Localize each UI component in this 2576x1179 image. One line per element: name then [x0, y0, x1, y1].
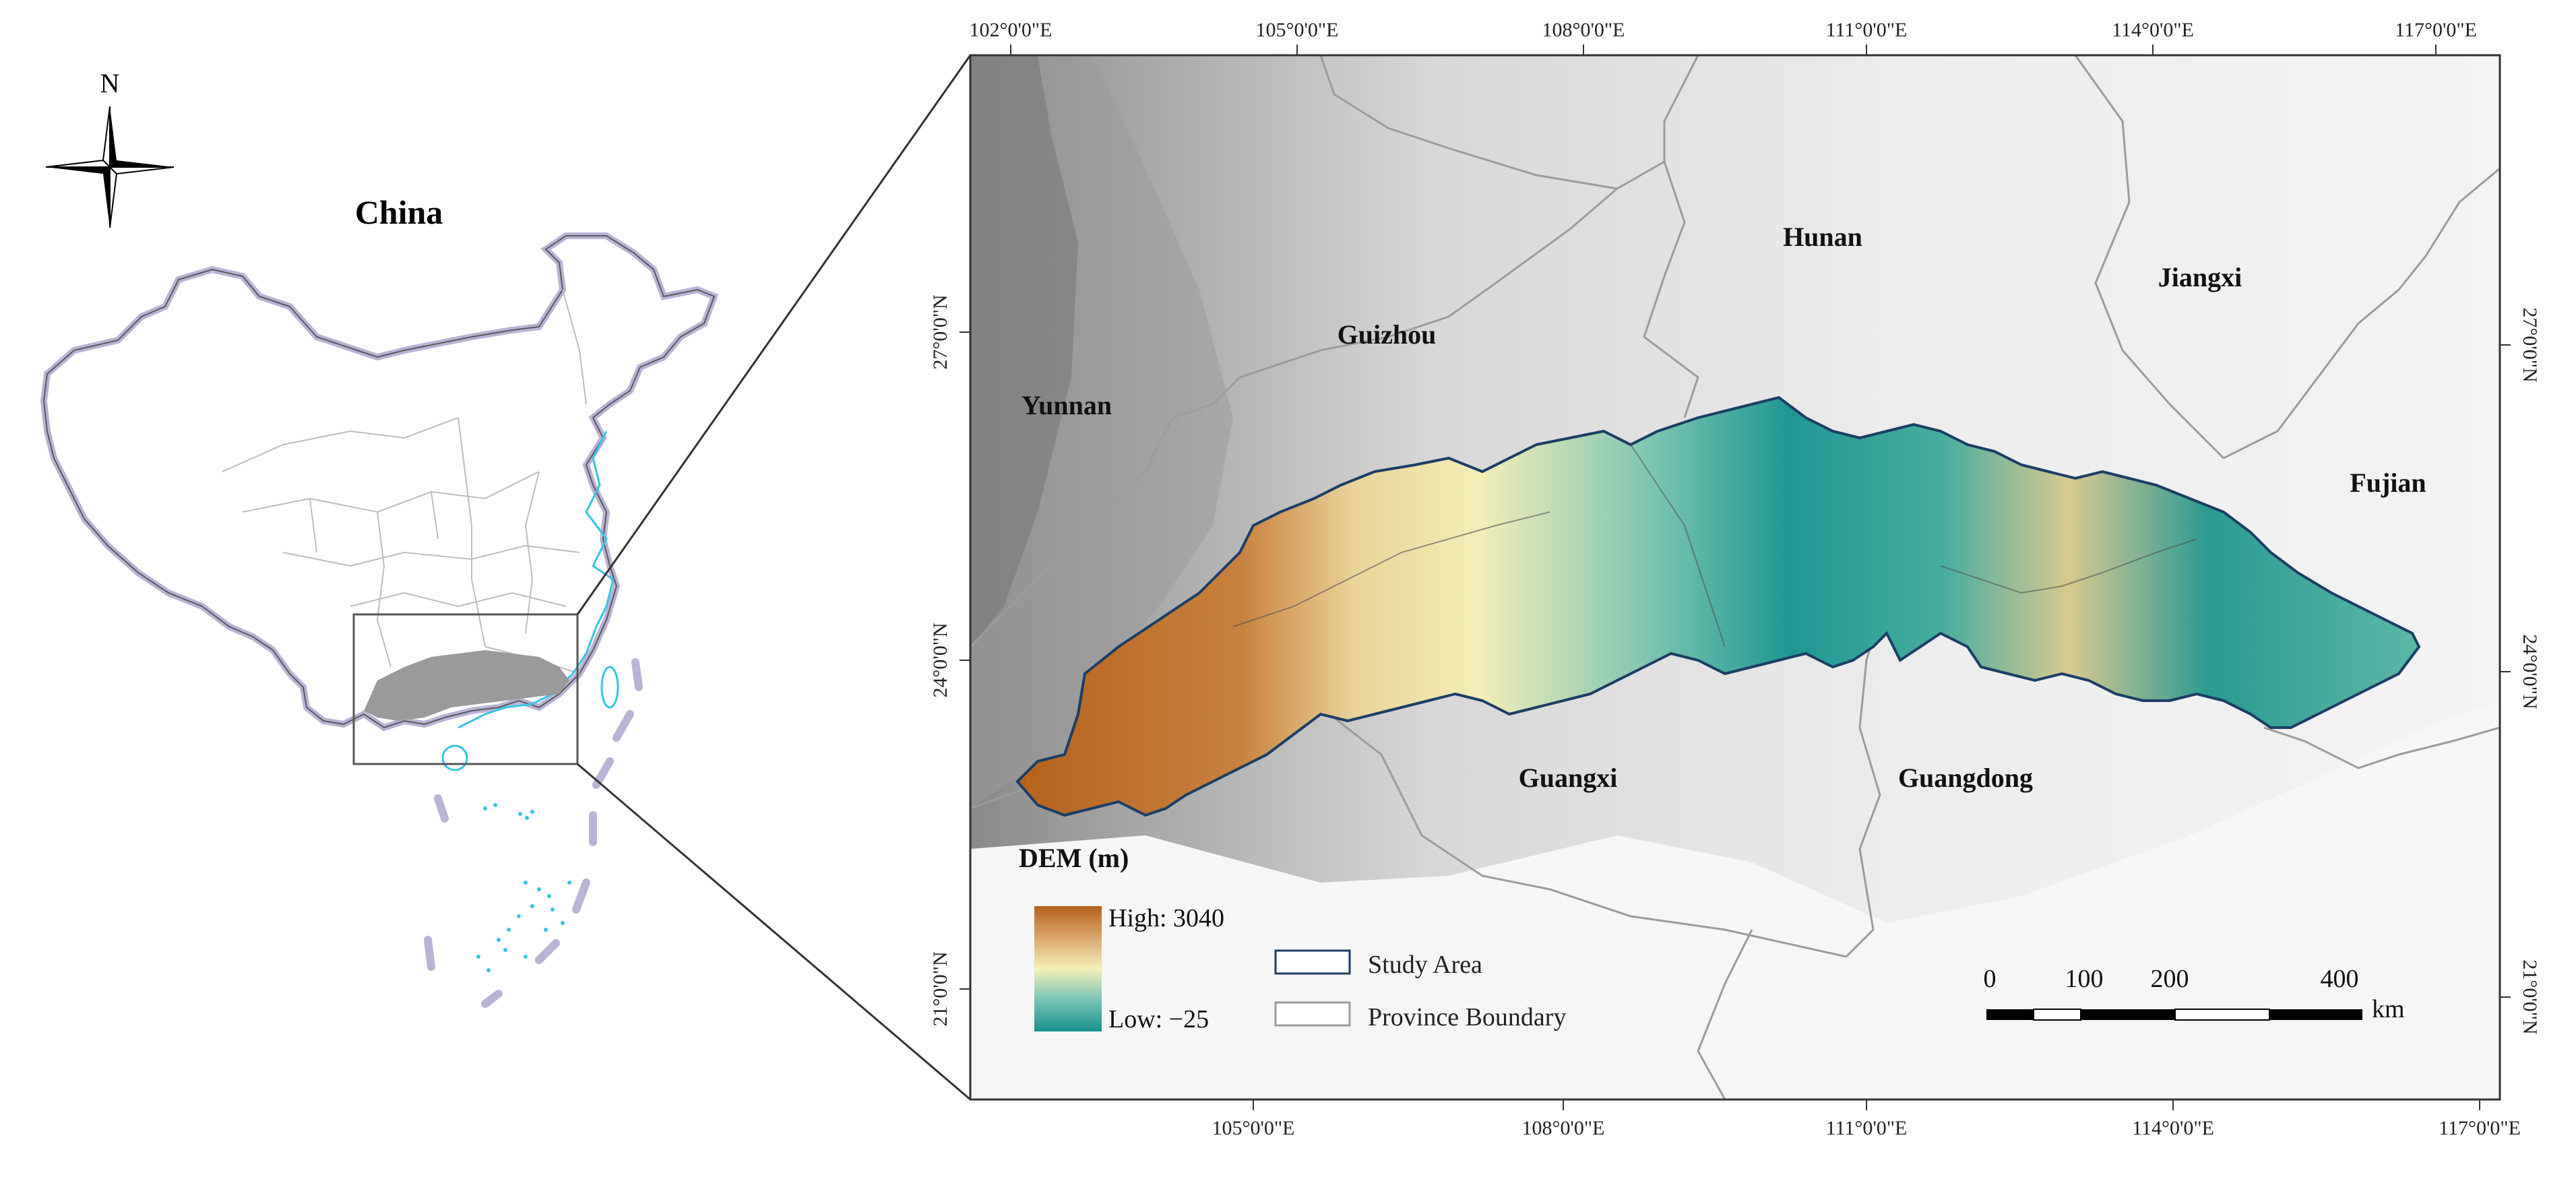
study-area-inner-lines: [1232, 444, 2197, 647]
map-frame: [969, 54, 2501, 1101]
left-tick-labels: 27°0'0"N 24°0'0"N 21°0'0"N: [929, 294, 951, 1026]
province-label-fujian: Fujian: [2350, 468, 2426, 498]
province-boundaries: [970, 55, 2500, 1100]
scale-label-100: 100: [2065, 965, 2104, 993]
left-tick-label: 27°0'0"N: [929, 294, 951, 369]
province-label-hunan: Hunan: [1783, 222, 1862, 252]
bottom-tick-label: 117°0'0"E: [2439, 1117, 2521, 1139]
province-label-jiangxi: Jiangxi: [2158, 262, 2242, 292]
top-tick-label: 102°0'0"E: [970, 19, 1053, 41]
scale-unit: km: [2372, 995, 2405, 1023]
graticule-ticks: [960, 44, 2511, 1110]
bottom-tick-label: 108°0'0"E: [1522, 1117, 1605, 1139]
overview-panel: N China: [40, 55, 972, 1101]
bottom-tick-label: 111°0'0"E: [1826, 1117, 1908, 1139]
province-boundary-swatch: [1274, 1001, 1351, 1027]
south-sea-dashes: [424, 658, 643, 1008]
legend-title: DEM (m): [1019, 843, 1129, 873]
overview-study-area: [364, 650, 569, 721]
north-label: N: [100, 68, 120, 98]
top-tick-label: 105°0'0"E: [1256, 19, 1339, 41]
top-tick-label: 117°0'0"E: [2395, 19, 2477, 41]
top-tick-label: 111°0'0"E: [1826, 19, 1908, 41]
country-label: China: [355, 193, 443, 231]
legend: DEM (m) High: 3040 Low: −25 Study Area P…: [1019, 843, 1566, 1033]
legend-low: Low: −25: [1108, 1005, 1209, 1033]
top-tick-label: 108°0'0"E: [1542, 19, 1625, 41]
dem-color-ramp: [1034, 906, 1102, 1031]
bottom-tick-labels: 105°0'0"E 108°0'0"E 111°0'0"E 114°0'0"E …: [1212, 1117, 2521, 1139]
top-tick-labels: 102°0'0"E 105°0'0"E 108°0'0"E 111°0'0"E …: [970, 19, 2477, 41]
north-arrow-icon: [45, 106, 175, 228]
south-sea-islands: [476, 803, 571, 972]
connector-top: [576, 55, 972, 615]
scale-label-400: 400: [2321, 965, 2359, 993]
connector-bottom: [577, 763, 971, 1101]
right-tick-labels: 27°0'0"N 24°0'0"N 21°0'0"N: [2519, 307, 2541, 1034]
main-map: 102°0'0"E 105°0'0"E 108°0'0"E 111°0'0"E …: [929, 19, 2541, 1139]
bottom-tick-label: 105°0'0"E: [1212, 1117, 1295, 1139]
study-area-swatch: [1274, 949, 1351, 975]
right-tick-label: 24°0'0"N: [2519, 634, 2541, 709]
china-province-lines: [222, 289, 587, 674]
legend-study-area: Study Area: [1368, 951, 1482, 979]
legend-province-boundary: Province Boundary: [1368, 1003, 1566, 1031]
study-area-dem: [1015, 395, 2421, 817]
province-label-yunnan: Yunnan: [1022, 390, 1112, 420]
scale-label-200: 200: [2151, 965, 2189, 993]
province-labels: Yunnan Guizhou Hunan Jiangxi Fujian Guan…: [1022, 222, 2426, 793]
left-tick-label: 21°0'0"N: [929, 951, 951, 1026]
scale-label-0: 0: [1984, 965, 1997, 993]
coastline: [458, 431, 615, 729]
province-label-guizhou: Guizhou: [1338, 319, 1437, 350]
right-tick-label: 27°0'0"N: [2519, 307, 2541, 382]
province-label-guangdong: Guangdong: [1898, 763, 2033, 793]
left-tick-label: 24°0'0"N: [929, 623, 951, 697]
china-outline: [40, 232, 719, 732]
province-label-guangxi: Guangxi: [1519, 763, 1618, 793]
bottom-tick-label: 114°0'0"E: [2132, 1117, 2214, 1139]
legend-high: High: 3040: [1108, 904, 1224, 932]
top-tick-label: 114°0'0"E: [2112, 19, 2194, 41]
locator-box: [352, 613, 579, 765]
scale-bar: 0 100 200 400 km: [1984, 965, 2405, 1023]
right-tick-label: 21°0'0"N: [2519, 959, 2541, 1034]
